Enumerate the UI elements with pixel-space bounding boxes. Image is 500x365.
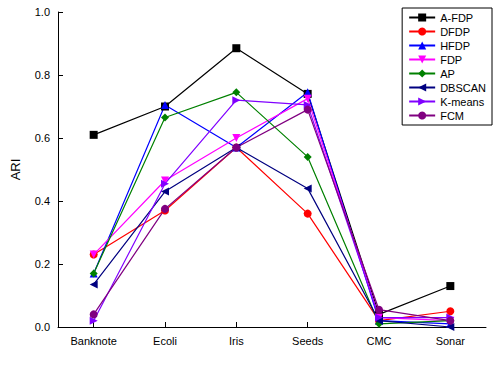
- svg-text:CMC: CMC: [366, 335, 391, 347]
- svg-text:Banknote: Banknote: [70, 335, 116, 347]
- svg-text:0.8: 0.8: [35, 69, 50, 81]
- svg-text:Sonar: Sonar: [436, 335, 466, 347]
- svg-text:ARI: ARI: [8, 159, 23, 181]
- svg-text:DFDP: DFDP: [440, 26, 470, 38]
- svg-text:K-means: K-means: [440, 96, 485, 108]
- svg-text:Seeds: Seeds: [292, 335, 324, 347]
- svg-text:0.4: 0.4: [35, 195, 50, 207]
- svg-text:Ecoli: Ecoli: [153, 335, 177, 347]
- svg-text:HFDP: HFDP: [440, 40, 470, 52]
- svg-text:0.6: 0.6: [35, 132, 50, 144]
- svg-text:0.0: 0.0: [35, 321, 50, 333]
- svg-text:A-FDP: A-FDP: [440, 12, 473, 24]
- svg-text:FCM: FCM: [440, 110, 464, 122]
- svg-text:DBSCAN: DBSCAN: [440, 82, 486, 94]
- svg-text:1.0: 1.0: [35, 6, 50, 18]
- svg-text:AP: AP: [440, 68, 455, 80]
- svg-text:Iris: Iris: [229, 335, 244, 347]
- svg-text:FDP: FDP: [440, 54, 462, 66]
- svg-text:0.2: 0.2: [35, 258, 50, 270]
